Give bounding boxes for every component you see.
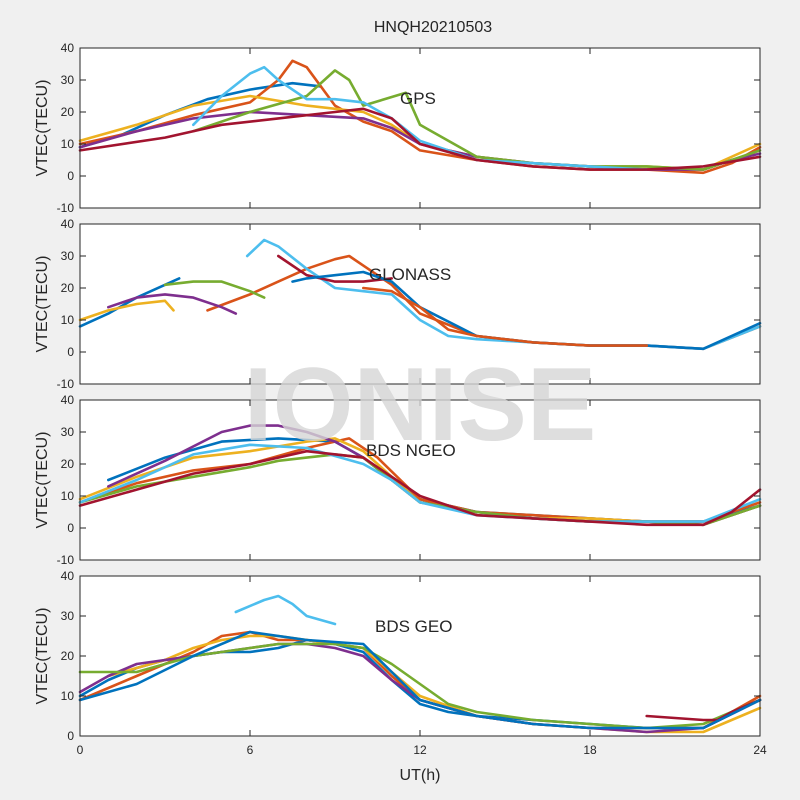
series-line (361, 286, 649, 347)
y-tick-label: 10 (61, 489, 75, 503)
y-tick-label: 30 (61, 249, 75, 263)
panel-label: BDS NGEO (366, 441, 456, 460)
y-axis-label: VTEC(TECU) (34, 256, 51, 353)
series-line (107, 293, 238, 315)
series-line (645, 698, 762, 722)
plot-area (80, 400, 760, 560)
series-line (163, 280, 266, 299)
y-axis-label: VTEC(TECU) (34, 432, 51, 529)
panel-glonass: -10 0 10 20 30 40 VTEC(TECU) GLONASS (34, 217, 762, 391)
series-line (192, 65, 649, 171)
x-tick-label: 0 (77, 743, 84, 757)
figure-title: HNQH20210503 (374, 19, 492, 36)
y-tick-label: -10 (57, 377, 75, 391)
y-tick-label: 30 (61, 425, 75, 439)
panel-label: GPS (400, 89, 436, 108)
series-line (78, 443, 762, 523)
y-tick-label: 0 (67, 345, 74, 359)
x-tick-label: 18 (583, 743, 597, 757)
y-tick-label: 20 (61, 105, 75, 119)
series-line (78, 107, 762, 171)
y-tick-label: 40 (61, 217, 75, 231)
series-line (276, 254, 394, 283)
y-tick-label: 10 (61, 313, 75, 327)
x-axis-label: UT(h) (400, 767, 441, 784)
y-tick-label: 10 (61, 689, 75, 703)
x-tick-label: 6 (247, 743, 254, 757)
y-tick-label: 20 (61, 649, 75, 663)
series-line (78, 449, 762, 527)
series-line (234, 594, 337, 626)
panel-bds-ngeo: -10 0 10 20 30 40 VTEC(TECU) BDS NGEO (34, 393, 762, 567)
y-axis-label: VTEC(TECU) (34, 608, 51, 705)
y-tick-label: -10 (57, 201, 75, 215)
y-tick-label: 40 (61, 569, 75, 583)
panel-label: BDS GEO (375, 617, 452, 636)
x-tick-label: 12 (413, 743, 427, 757)
panels: -10 0 10 20 30 40 VTEC(TECU) GPS -10 0 10 20 30 40 VTE… (34, 41, 767, 757)
plot-area (80, 48, 760, 208)
y-axis-label: VTEC(TECU) (34, 80, 51, 177)
y-tick-label: -10 (57, 553, 75, 567)
y-tick-label: 0 (67, 169, 74, 183)
series-line (78, 630, 762, 730)
watermark: IONISE (244, 347, 597, 463)
series-line (291, 270, 762, 351)
y-tick-label: 30 (61, 609, 75, 623)
series-line (192, 69, 762, 171)
y-tick-label: 10 (61, 137, 75, 151)
y-tick-label: 40 (61, 393, 75, 407)
panel-bds-geo: 0 10 20 30 40 0 6 12 18 24 VTEC(TECU) BDS GEO (34, 569, 767, 757)
y-tick-label: 0 (67, 521, 74, 535)
y-tick-label: 0 (67, 729, 74, 743)
y-tick-label: 20 (61, 457, 75, 471)
series-line (78, 642, 762, 730)
y-tick-label: 30 (61, 73, 75, 87)
plot-area (80, 224, 760, 384)
panel-gps: -10 0 10 20 30 40 VTEC(TECU) GPS (34, 41, 762, 215)
panel-label: GLONASS (369, 265, 451, 284)
series-line (78, 299, 175, 322)
y-tick-label: 40 (61, 41, 75, 55)
y-tick-label: 20 (61, 281, 75, 295)
x-tick-label: 24 (753, 743, 767, 757)
